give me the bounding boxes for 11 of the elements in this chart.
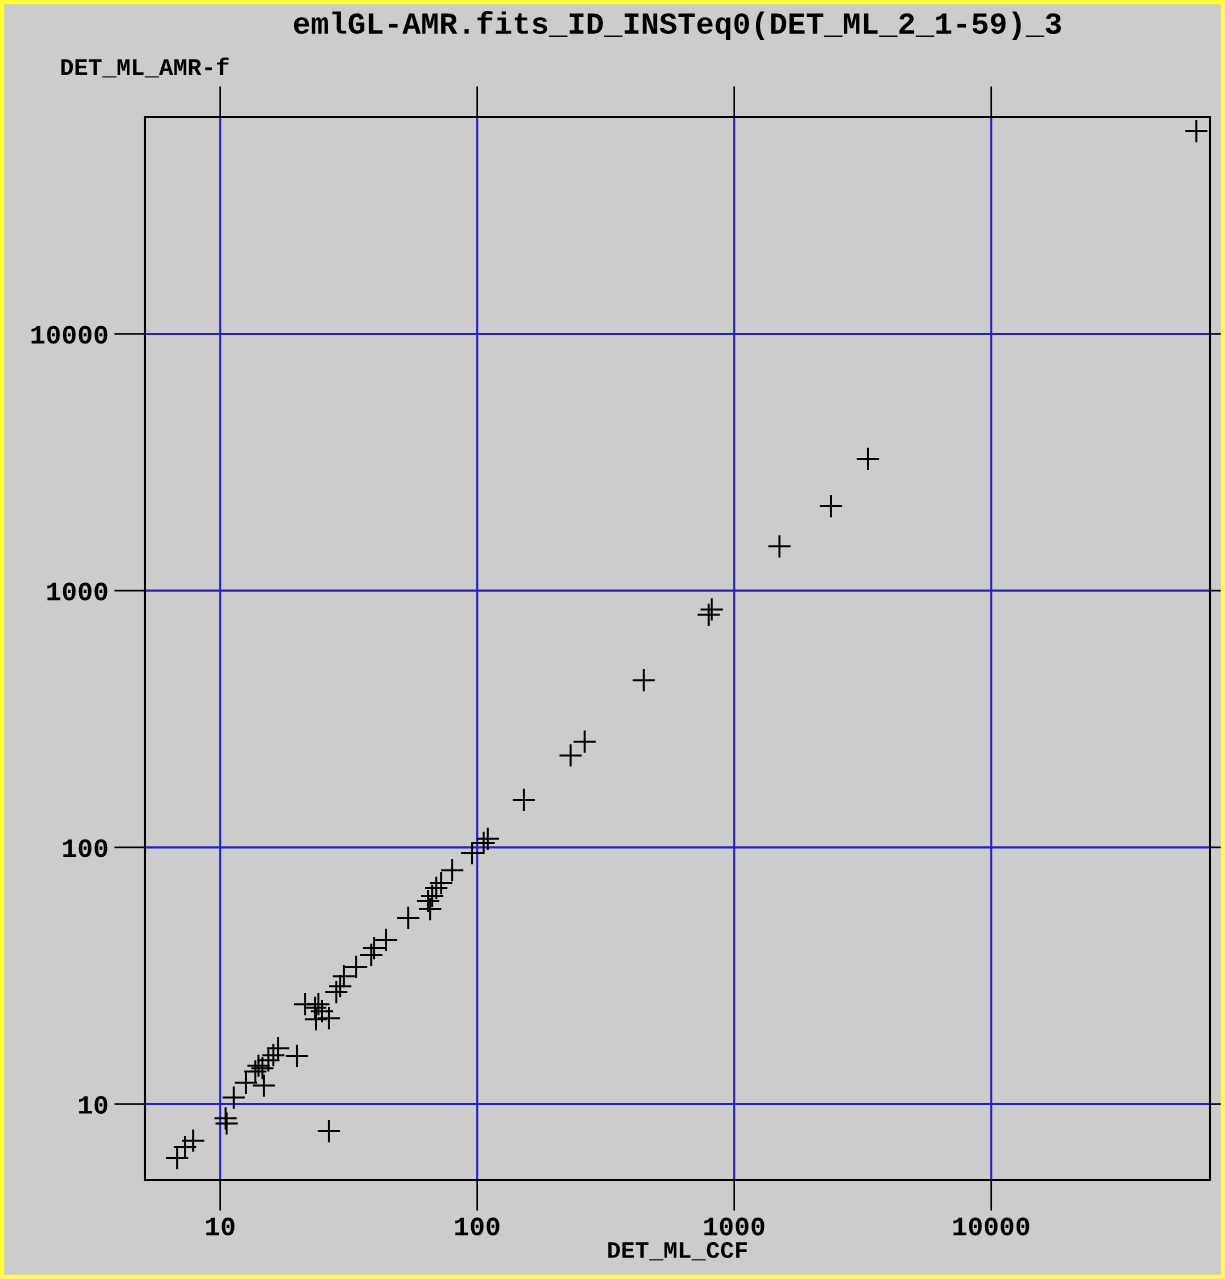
y-tick-label: 10 <box>78 1095 108 1114</box>
x-tick-label: 100 <box>455 1217 500 1236</box>
x-tick-label: 1000 <box>704 1217 765 1236</box>
y-tick-label: 1000 <box>47 582 108 601</box>
y-tick-label: 10000 <box>31 325 108 344</box>
chart-title: emlGL-AMR.fits_ID_INSTeq0(DET_ML_2_1-59)_3 <box>293 11 1061 41</box>
y-axis-title: DET_ML_AMR-f <box>61 57 229 78</box>
y-tick-label: 100 <box>63 839 108 858</box>
x-tick-label: 10000 <box>953 1217 1030 1236</box>
x-tick-label: 10 <box>206 1217 235 1236</box>
x-axis-title: DET_ML_CCF <box>608 1242 747 1261</box>
